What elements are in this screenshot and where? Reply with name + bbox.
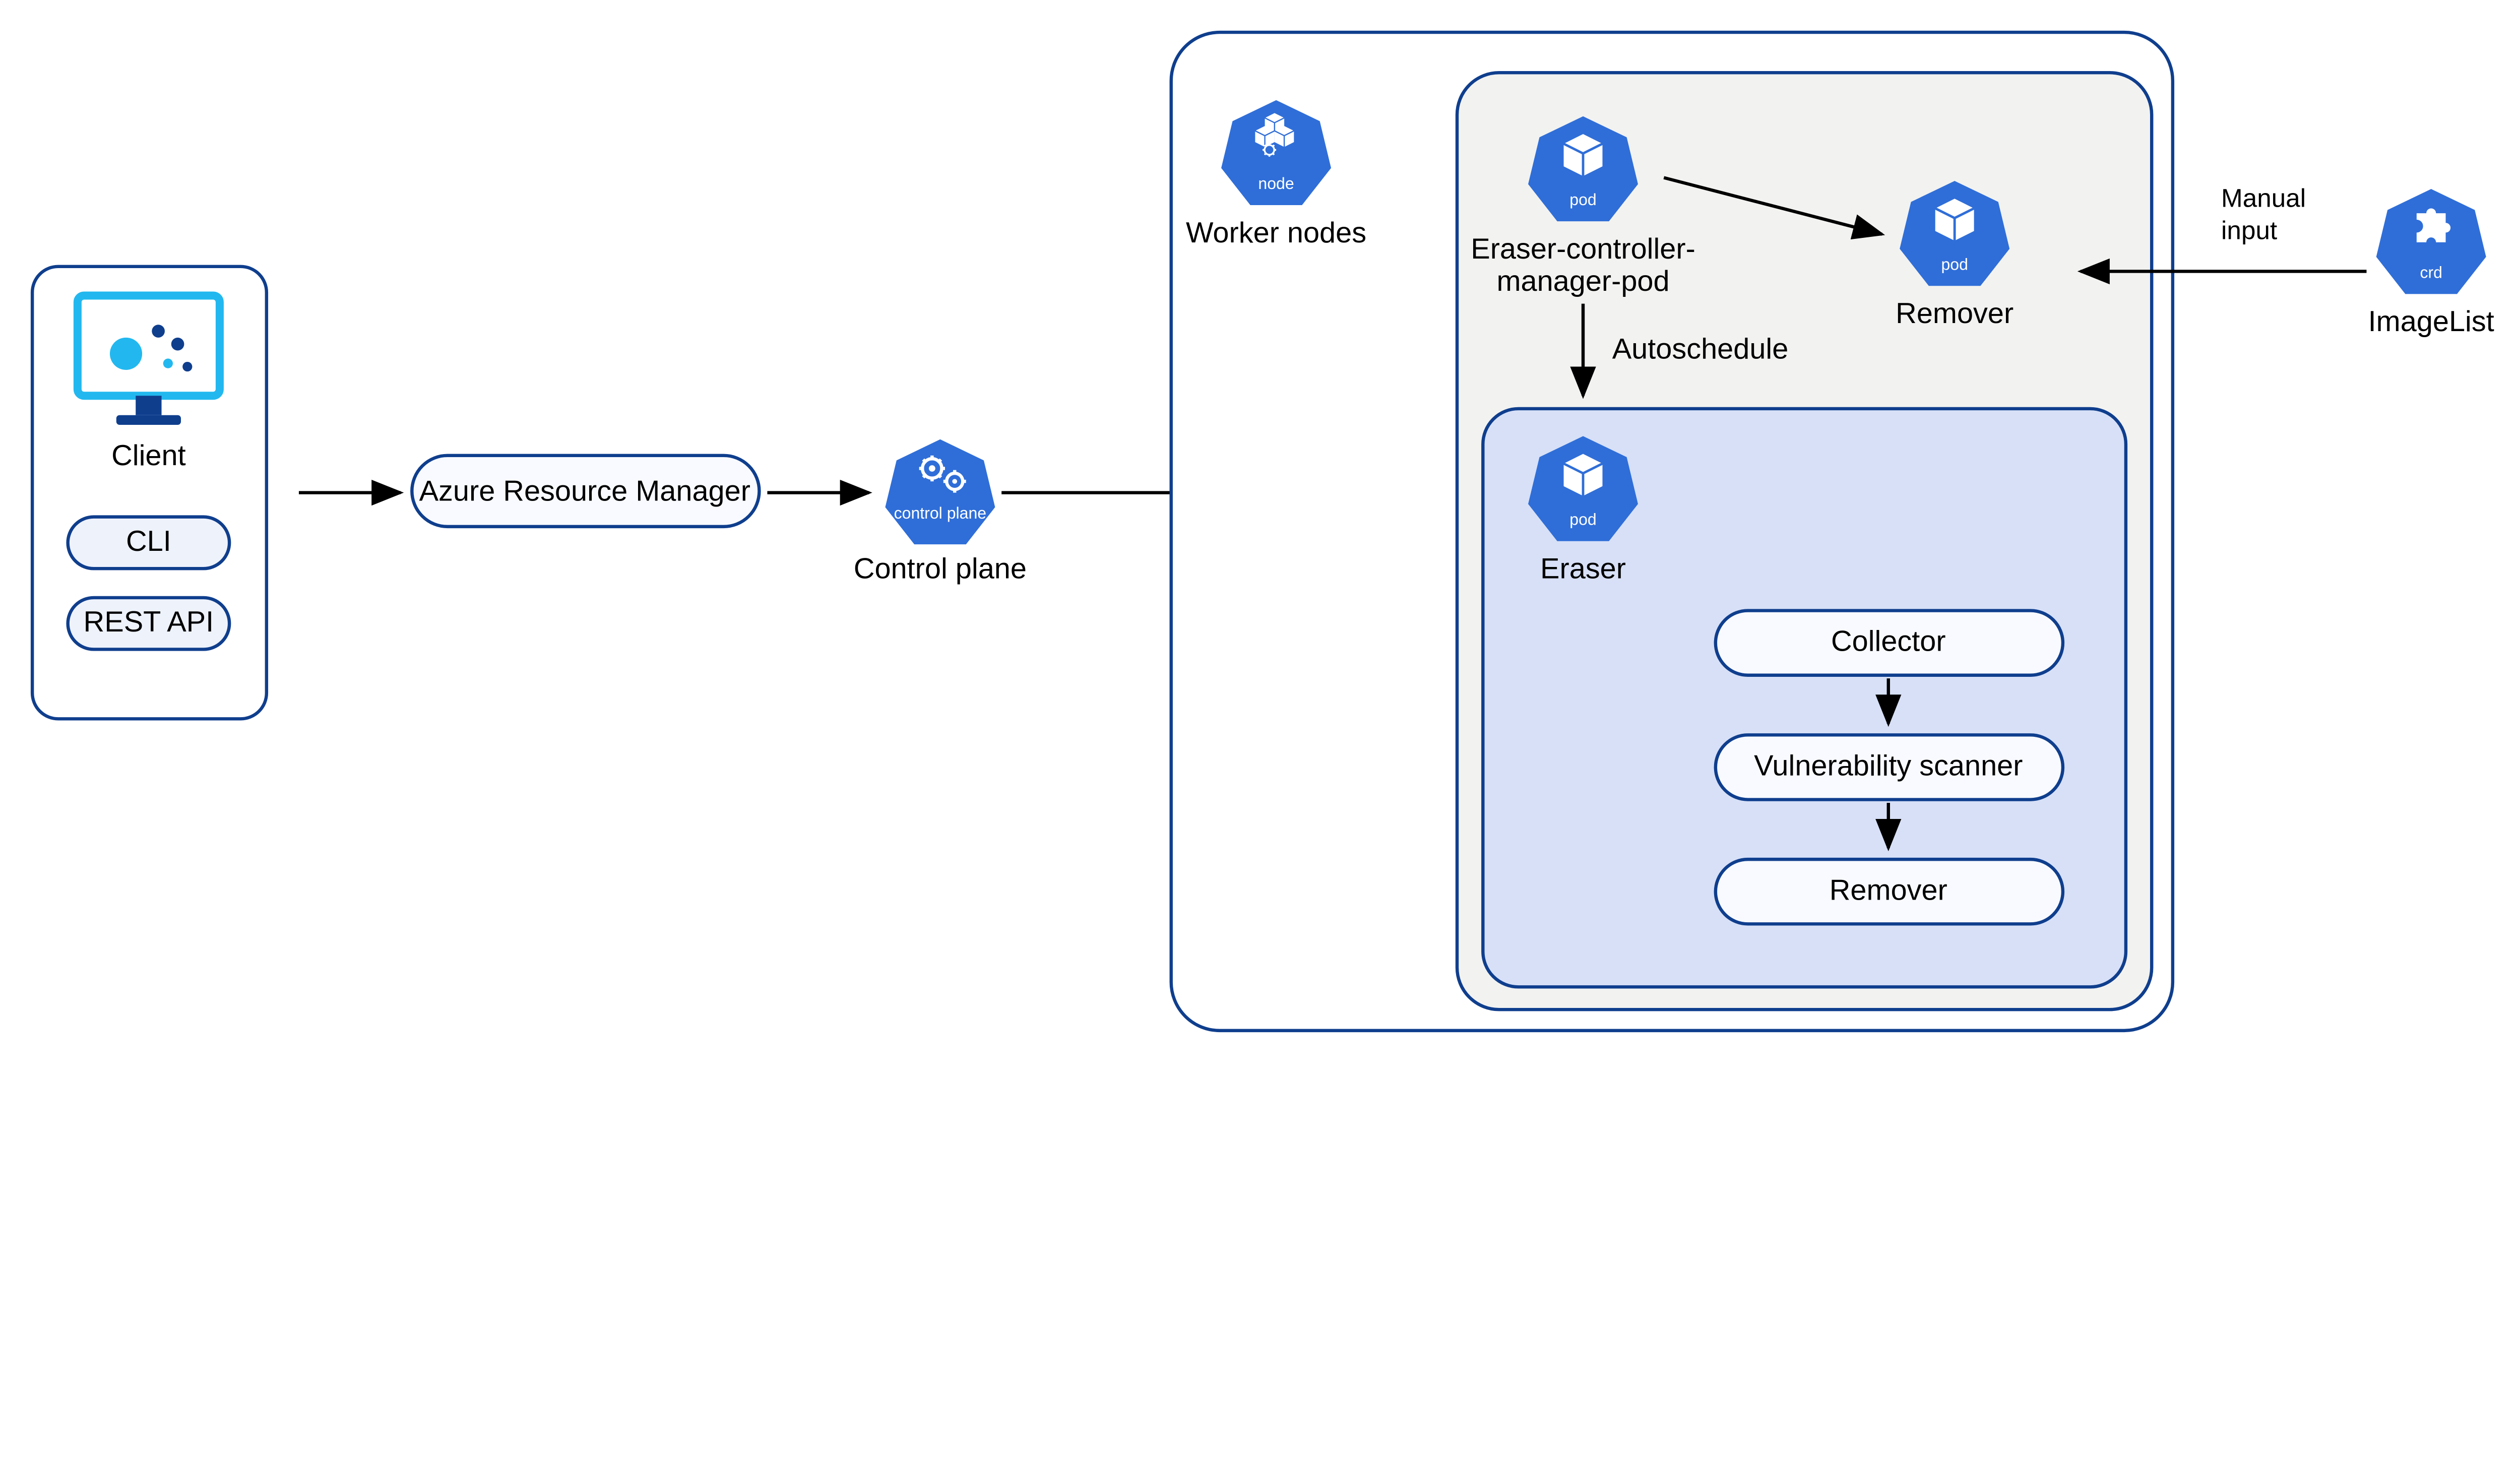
svg-text:control plane: control plane [894,504,987,522]
client-label: Client [111,439,186,472]
manual-input-label2: input [2221,216,2277,244]
svg-text:pod: pod [1941,255,1968,273]
remover-pod-label: Remover [1896,297,2013,330]
control-plane-node: control plane [885,439,995,544]
remover-pill-label: Remover [1830,874,1947,906]
arm-label: Azure Resource Manager [419,475,750,508]
vuln-scanner-label: Vulnerability scanner [1754,749,2023,782]
eraser-pod-label: Eraser [1540,552,1626,585]
eraser-controller-label2: manager-pod [1496,265,1669,297]
architecture-diagram: Client CLI REST API Azure Resource Manag… [0,0,2520,1050]
eraser-controller-label1: Eraser-controller- [1471,233,1695,265]
restapi-label: REST API [84,606,214,638]
svg-text:node: node [1258,174,1294,193]
control-plane-label: Control plane [854,552,1027,585]
svg-text:crd: crd [2420,263,2442,281]
imagelist-label: ImageList [2368,305,2494,338]
autoschedule-label: Autoschedule [1612,333,1789,365]
client-group: Client CLI REST API [32,267,267,719]
control-plane-heptagon-icon [885,439,995,544]
svg-text:pod: pod [1569,511,1596,529]
svg-text:pod: pod [1569,191,1596,209]
collector-label: Collector [1831,625,1946,658]
manual-input-label1: Manual [2221,183,2306,212]
imagelist-node: crd [2376,189,2486,294]
worker-nodes-label: Worker nodes [1186,217,1366,249]
cli-label: CLI [126,525,171,557]
